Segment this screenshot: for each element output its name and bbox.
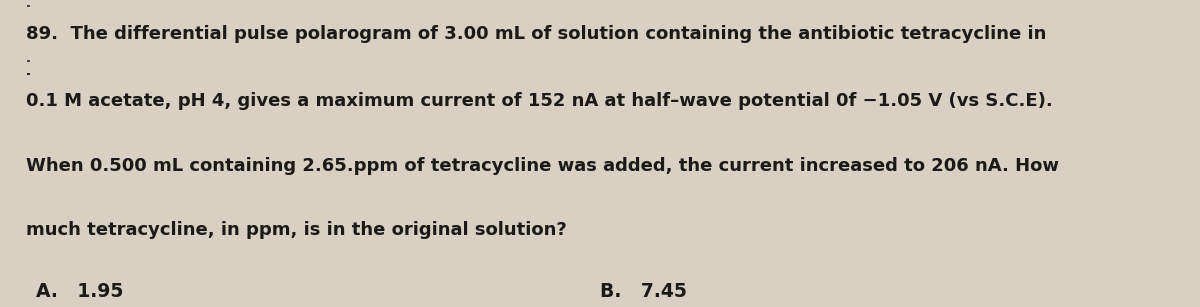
- Text: 89.  The differential pulse polarogram of 3.00 mL of solution containing the ant: 89. The differential pulse polarogram of…: [26, 25, 1046, 43]
- Text: A.   1.95: A. 1.95: [36, 282, 124, 301]
- Text: 0.1 M acetate, pH 4, gives a maximum current of 152 nA at half–wave potential 0f: 0.1 M acetate, pH 4, gives a maximum cur…: [26, 92, 1054, 110]
- Text: much tetracycline, in ppm, is in the original solution?: much tetracycline, in ppm, is in the ori…: [26, 221, 568, 239]
- Text: B.   7.45: B. 7.45: [600, 282, 686, 301]
- Text: When 0.500 mL containing 2.65.ppm of tetracycline was added, the current increas: When 0.500 mL containing 2.65.ppm of tet…: [26, 157, 1060, 175]
